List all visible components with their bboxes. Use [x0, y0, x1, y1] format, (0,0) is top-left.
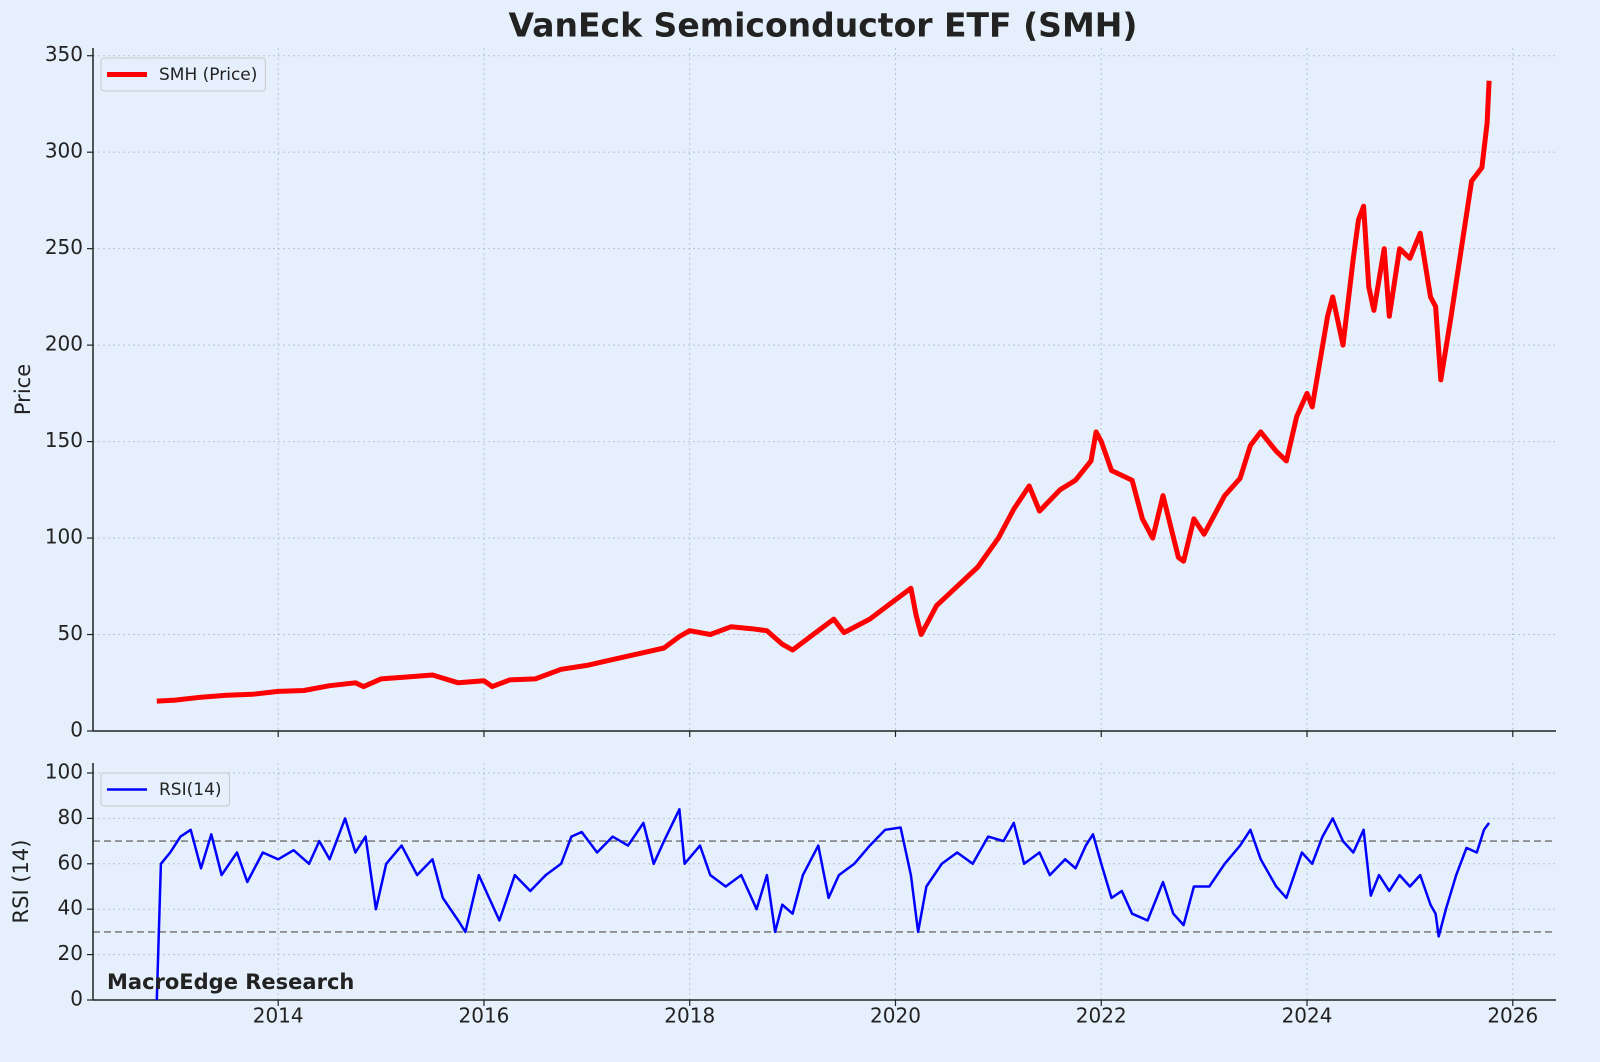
y-tick-label: 300 [45, 139, 83, 163]
y-tick-label: 80 [58, 805, 83, 829]
legend-box [100, 57, 266, 92]
watermark: MacroEdge Research [107, 970, 354, 994]
y-tick-label: 20 [58, 941, 83, 965]
chart-title: VanEck Semiconductor ETF (SMH) [509, 6, 1138, 45]
y-tick-label: 60 [58, 850, 83, 874]
series-line [155, 808, 1491, 1001]
x-tick-label: 2016 [459, 1004, 510, 1028]
y-axis-label: Price [11, 364, 35, 415]
x-tick-label: 2022 [1076, 1004, 1127, 1028]
y-tick-label: 0 [70, 718, 83, 742]
legend-label: SMH (Price) [159, 65, 257, 85]
x-tick-label: 2018 [664, 1004, 715, 1028]
y-tick-label: 150 [45, 428, 83, 452]
y-tick-label: 250 [45, 235, 83, 259]
y-tick-label: 50 [58, 621, 83, 645]
x-tick-label: 2026 [1487, 1004, 1538, 1028]
legend-box [100, 772, 231, 807]
y-tick-label: 100 [45, 760, 83, 784]
y-tick-label: 0 [70, 987, 83, 1011]
x-tick-label: 2024 [1282, 1004, 1333, 1028]
legend-label: RSI(14) [159, 780, 222, 800]
y-tick-label: 40 [58, 896, 83, 920]
series-line [156, 80, 1492, 704]
y-tick-label: 200 [45, 332, 83, 356]
x-tick-label: 2020 [870, 1004, 921, 1028]
x-tick-label: 2014 [253, 1004, 304, 1028]
y-tick-label: 350 [45, 42, 83, 66]
y-tick-label: 100 [45, 525, 83, 549]
y-axis-label: RSI (14) [9, 840, 33, 924]
